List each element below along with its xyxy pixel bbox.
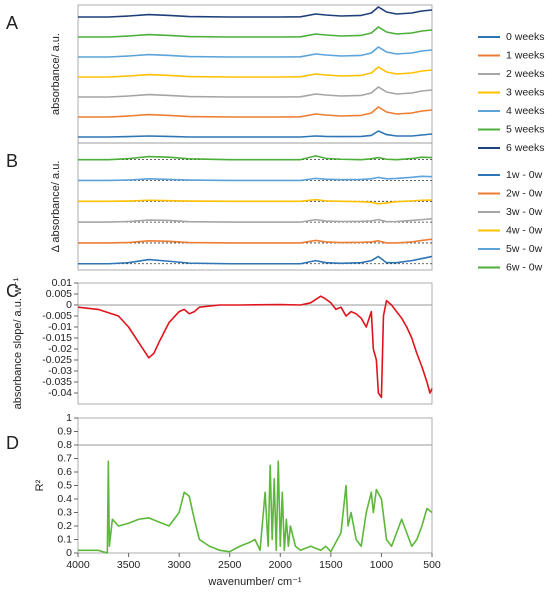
y-tick-label: 0.6	[57, 466, 72, 478]
x-tick-label: 4000	[66, 559, 90, 571]
panel-label: C	[6, 281, 19, 301]
plot-frame	[77, 142, 433, 271]
y-tick-label: -0.025	[42, 354, 72, 366]
legend-label: 3 weeks	[506, 86, 545, 98]
plot-frame	[77, 4, 433, 144]
plot-frame	[77, 282, 433, 405]
y-tick-label: 0.005	[46, 288, 72, 300]
y-tick-label: 0.2	[57, 520, 72, 532]
x-tick-label: 2500	[218, 559, 242, 571]
spectrum-line	[78, 66, 433, 78]
y-tick-label: 0.7	[57, 452, 72, 464]
legend-label: 0 weeks	[506, 31, 545, 43]
y-axis-label: absorbance slope/ a.u. w⁻¹	[12, 277, 24, 409]
y-tick-label: -0.035	[42, 376, 72, 388]
y-tick-label: -0.03	[48, 365, 72, 377]
legend-label: 4 weeks	[506, 105, 545, 117]
y-tick-label: -0.04	[48, 387, 72, 399]
spectrum-line	[78, 106, 433, 118]
y-tick-label: 0.5	[57, 479, 72, 491]
legend-label: 2w - 0w	[506, 187, 543, 199]
x-tick-label: 3000	[167, 559, 191, 571]
x-tick-label: 3500	[117, 559, 141, 571]
panel-label: B	[6, 151, 18, 171]
spectrum-line	[78, 198, 433, 205]
plot-frame	[77, 417, 433, 554]
y-axis-label: Δ absorbance/ a.u.	[50, 161, 62, 253]
y-tick-label: 0.01	[52, 277, 73, 289]
y-tick-label: 0.1	[57, 533, 72, 545]
y-tick-label: 0.3	[57, 506, 72, 518]
x-tick-label: 2000	[269, 559, 293, 571]
panel-label: D	[6, 433, 19, 453]
panel-label: A	[6, 13, 18, 33]
legend-label: 3w - 0w	[506, 206, 543, 218]
legend-label: 6w - 0w	[506, 261, 543, 273]
y-axis-label: R²	[34, 479, 46, 491]
y-tick-label: -0.005	[42, 310, 72, 322]
y-tick-label: 0	[66, 547, 72, 559]
legend-label: 4w - 0w	[506, 224, 543, 236]
legend-label: 2 weeks	[506, 68, 545, 80]
legend-label: 1w - 0w	[506, 169, 543, 181]
spectrum-line	[78, 155, 433, 161]
y-tick-label: 0	[66, 299, 72, 311]
y-tick-label: 0.9	[57, 425, 72, 437]
x-tick-label: 500	[423, 559, 441, 571]
y-axis-label: absorbance/ a.u.	[50, 33, 62, 115]
legend-label: 1 weeks	[506, 49, 545, 61]
y-tick-label: -0.015	[42, 332, 72, 344]
spectrum-line	[78, 238, 433, 244]
data-line	[78, 460, 433, 554]
y-tick-label: 1	[66, 412, 72, 424]
y-tick-label: 0.4	[57, 493, 72, 505]
y-tick-label: 0.8	[57, 439, 72, 451]
legend-label: 5w - 0w	[506, 243, 543, 255]
spectrum-line	[78, 255, 433, 265]
spectrum-line	[78, 26, 433, 38]
legend-label: 5 weeks	[506, 123, 545, 135]
y-tick-label: -0.01	[48, 321, 72, 333]
x-tick-label: 1000	[370, 559, 394, 571]
x-tick-label: 1500	[319, 559, 343, 571]
data-line	[77, 295, 433, 399]
legend-label: 6 weeks	[506, 142, 545, 154]
spectrum-line	[78, 130, 433, 138]
spectrum-line	[78, 86, 433, 98]
x-axis-label: wavenumber/ cm⁻¹	[207, 576, 302, 588]
spectrum-line	[78, 46, 433, 58]
spectrum-line	[78, 6, 433, 18]
y-tick-label: -0.02	[48, 343, 72, 355]
spectrum-line	[78, 217, 433, 223]
spectrum-line	[78, 175, 433, 182]
